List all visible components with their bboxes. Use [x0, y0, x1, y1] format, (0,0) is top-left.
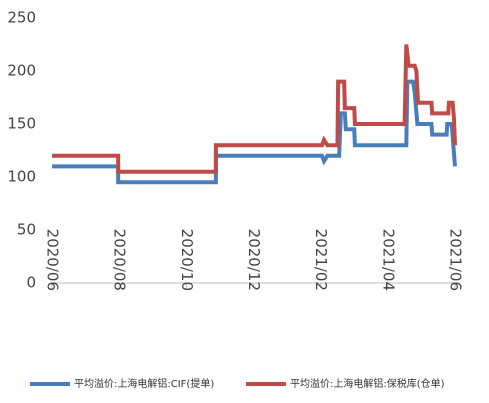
legend-label: 平均溢价:上海电解铝:保税库(仓单)	[290, 377, 445, 390]
y-tick-label: 100	[7, 168, 36, 186]
legend-label: 平均溢价:上海电解铝:CIF(提单)	[74, 377, 214, 390]
y-tick-label: 200	[7, 62, 36, 80]
x-tick-label: 2020/08	[111, 229, 129, 291]
x-tick-label: 2020/06	[44, 229, 62, 291]
x-tick-label: 2020/10	[178, 229, 196, 291]
y-tick-label: 50	[17, 221, 36, 239]
x-tick-label: 2020/12	[245, 229, 263, 291]
line	[52, 44, 457, 174]
y-tick-label: 150	[7, 115, 36, 133]
line	[52, 79, 457, 185]
x-tick-label: 2021/06	[447, 229, 465, 291]
y-tick-label: 250	[7, 9, 36, 27]
x-tick-label: 2021/04	[379, 229, 397, 291]
x-tick-label: 2021/02	[312, 229, 330, 291]
y-tick-label: 0	[26, 274, 36, 292]
